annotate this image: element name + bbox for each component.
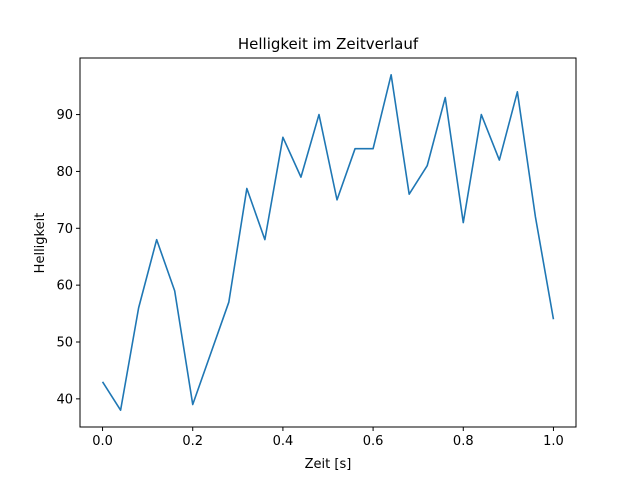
x-tick-label: 0.4 — [273, 434, 294, 449]
y-tick-label: 80 — [56, 165, 73, 180]
y-tick-label: 90 — [56, 108, 73, 123]
x-tick-label: 0.2 — [182, 434, 203, 449]
y-tick-label: 40 — [56, 392, 73, 407]
chart-title: Helligkeit im Zeitverlauf — [238, 35, 419, 53]
x-tick-label: 0.8 — [453, 434, 474, 449]
y-axis-label: Helligkeit — [33, 213, 48, 274]
y-tick-label: 70 — [56, 222, 73, 237]
y-axis: 40 50 60 70 80 90 — [56, 108, 80, 407]
x-tick-label: 0.6 — [363, 434, 384, 449]
axes-frame — [79, 57, 577, 428]
series-line-0 — [101, 73, 555, 412]
x-axis-label: Zeit [s] — [305, 457, 352, 472]
x-axis: 0.0 0.2 0.4 0.6 0.8 1.0 — [92, 427, 564, 449]
y-tick-label: 50 — [56, 335, 73, 350]
x-tick-label: 1.0 — [543, 434, 564, 449]
plot-area — [101, 73, 555, 412]
y-tick-label: 60 — [56, 279, 73, 294]
x-tick-label: 0.0 — [92, 434, 113, 449]
